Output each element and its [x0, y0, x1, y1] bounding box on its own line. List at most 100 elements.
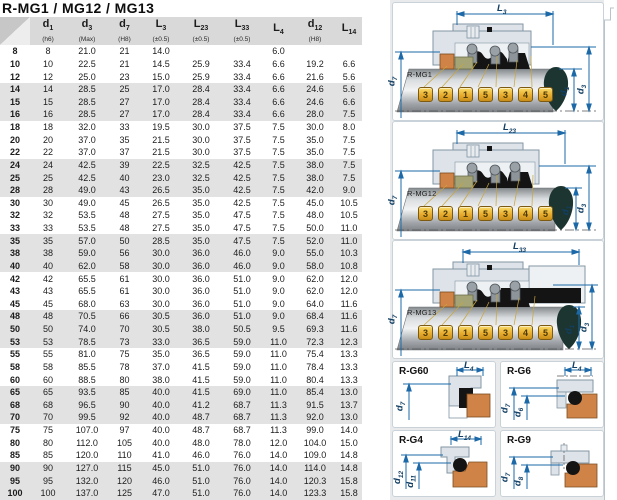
- cell: 28: [0, 183, 30, 197]
- cell: 120: [108, 474, 141, 487]
- cell: 42.5: [233, 197, 251, 208]
- table-row: 75 75 107.0 97 40.0 48.7 68.7 11.3 99.0 14.0: [0, 424, 362, 437]
- table-row: 80 80 112.0 105 40.0 48.0 78.0 12.0 104.0 15.0: [0, 436, 362, 449]
- cell: 10.5: [340, 210, 358, 221]
- cell: 21.5: [152, 147, 170, 158]
- cell: 47.0: [141, 486, 181, 500]
- dimension-lines: [403, 367, 485, 420]
- table-row: 50 50 74.0 70 30.5 38.0 50.5 9.5 69.3 11.6: [0, 322, 362, 336]
- cell: 48.7: [192, 425, 210, 436]
- cell: 7.5: [272, 134, 285, 145]
- cell: 58.0: [294, 259, 336, 273]
- cell: 13.3: [340, 349, 358, 360]
- cell: 12.0: [269, 437, 288, 448]
- cell: 11.0: [270, 349, 287, 360]
- cell: 7.5: [263, 158, 294, 172]
- model-label: R-MG13: [407, 308, 437, 317]
- cell: 46.0: [192, 450, 210, 461]
- cell: 112.0: [76, 437, 98, 448]
- cell: 36.0: [192, 273, 210, 284]
- cell: 61: [119, 286, 130, 297]
- mg1-cross-section-svg: [395, 11, 599, 118]
- cell: 9.0: [263, 310, 294, 323]
- cell: 9.0: [272, 286, 285, 297]
- cell: 68.7: [233, 425, 251, 436]
- table-row: 28 28 49.0 43 26.5 35.0 42.5 7.5 42.0 9.0: [0, 183, 362, 197]
- dimension-lines: [509, 455, 563, 489]
- cell: 70: [0, 411, 30, 424]
- seat-ring: [439, 53, 455, 70]
- cell: 13.3: [340, 374, 358, 385]
- cell: 76.0: [221, 486, 263, 500]
- table-row: 42 42 65.5 61 30.0 36.0 51.0 9.0 62.0 12.0: [0, 272, 362, 285]
- cell: 85: [42, 450, 53, 461]
- cell: 72.3: [294, 335, 336, 348]
- cell: 42.0: [294, 183, 336, 197]
- table-row: 58 58 85.5 78 37.0 41.5 59.0 11.0 78.4 13.3: [0, 361, 362, 374]
- dim-label-l33: L33: [513, 241, 527, 254]
- cell: 33.4: [221, 108, 263, 121]
- part-number-tag: 3: [498, 87, 513, 102]
- cell: 51.0: [181, 474, 221, 487]
- cell: 40.0: [141, 385, 181, 399]
- dimension-lines: [401, 436, 483, 489]
- dimension-lines: [395, 11, 596, 118]
- cell: 5.6: [342, 71, 356, 82]
- cell: 41.2: [181, 398, 221, 412]
- cell: 32.0: [78, 122, 96, 133]
- cell: 85: [9, 450, 20, 461]
- cell: 70.5: [66, 310, 108, 323]
- cell: 32: [9, 210, 20, 221]
- cell: 55: [9, 349, 20, 360]
- cell: 45: [42, 298, 53, 309]
- cell: 125: [108, 486, 141, 500]
- column-header: d1 (h6): [30, 17, 66, 45]
- leader-lines: [423, 174, 534, 207]
- cell: 12: [42, 71, 53, 82]
- cell: 12: [9, 71, 20, 82]
- part-number-tag: 3: [498, 206, 513, 221]
- cell: 50.0: [306, 223, 324, 234]
- cell: 58: [108, 259, 141, 273]
- cell: 7.5: [272, 197, 285, 208]
- cell: 40: [0, 259, 30, 273]
- cell: 64.0: [306, 298, 324, 309]
- cell: 46.0: [221, 259, 263, 273]
- cell: 50: [108, 234, 141, 247]
- table-row: 8 8 21.0 21 14.0 6.0: [0, 45, 362, 58]
- column-header: L14: [336, 17, 362, 45]
- cell: 24.6: [294, 95, 336, 109]
- cell: 95: [0, 474, 30, 487]
- cell: 19.5: [152, 122, 170, 133]
- cell: 35.0: [306, 147, 324, 158]
- cell: 58: [42, 361, 53, 372]
- cell: 123.3: [294, 486, 336, 500]
- cell: 66: [108, 310, 141, 323]
- cell: 9.0: [272, 298, 285, 309]
- part-number-tag: 3: [418, 325, 433, 340]
- cell: 88.5: [78, 374, 96, 385]
- table-row: 48 48 70.5 66 30.5 36.0 51.0 9.0 68.4 11.6: [0, 310, 362, 323]
- cell: 7.5: [263, 234, 294, 247]
- cell: 80.4: [306, 374, 324, 385]
- cell: 6.6: [272, 71, 285, 82]
- cell: 23: [119, 71, 130, 82]
- cell: 12.0: [340, 273, 358, 284]
- cell: 45.0: [141, 461, 181, 475]
- cell: 60: [9, 374, 20, 385]
- cell: 40: [108, 171, 141, 184]
- cell: 59.0: [66, 247, 108, 260]
- cell: 11.6: [340, 298, 358, 309]
- cell: 90: [108, 398, 141, 412]
- cell: 25.0: [78, 71, 96, 82]
- cell: 22: [42, 147, 53, 158]
- cell: 68.7: [221, 411, 263, 424]
- cell: 30.0: [192, 134, 210, 145]
- cell: 21.5: [152, 134, 170, 145]
- part-number-tag: 2: [438, 206, 453, 221]
- table-row: 45 45 68.0 63 30.0 36.0 51.0 9.0 64.0 11.6: [0, 298, 362, 311]
- part-number-tag: 3: [498, 325, 513, 340]
- cell: 48: [30, 310, 66, 323]
